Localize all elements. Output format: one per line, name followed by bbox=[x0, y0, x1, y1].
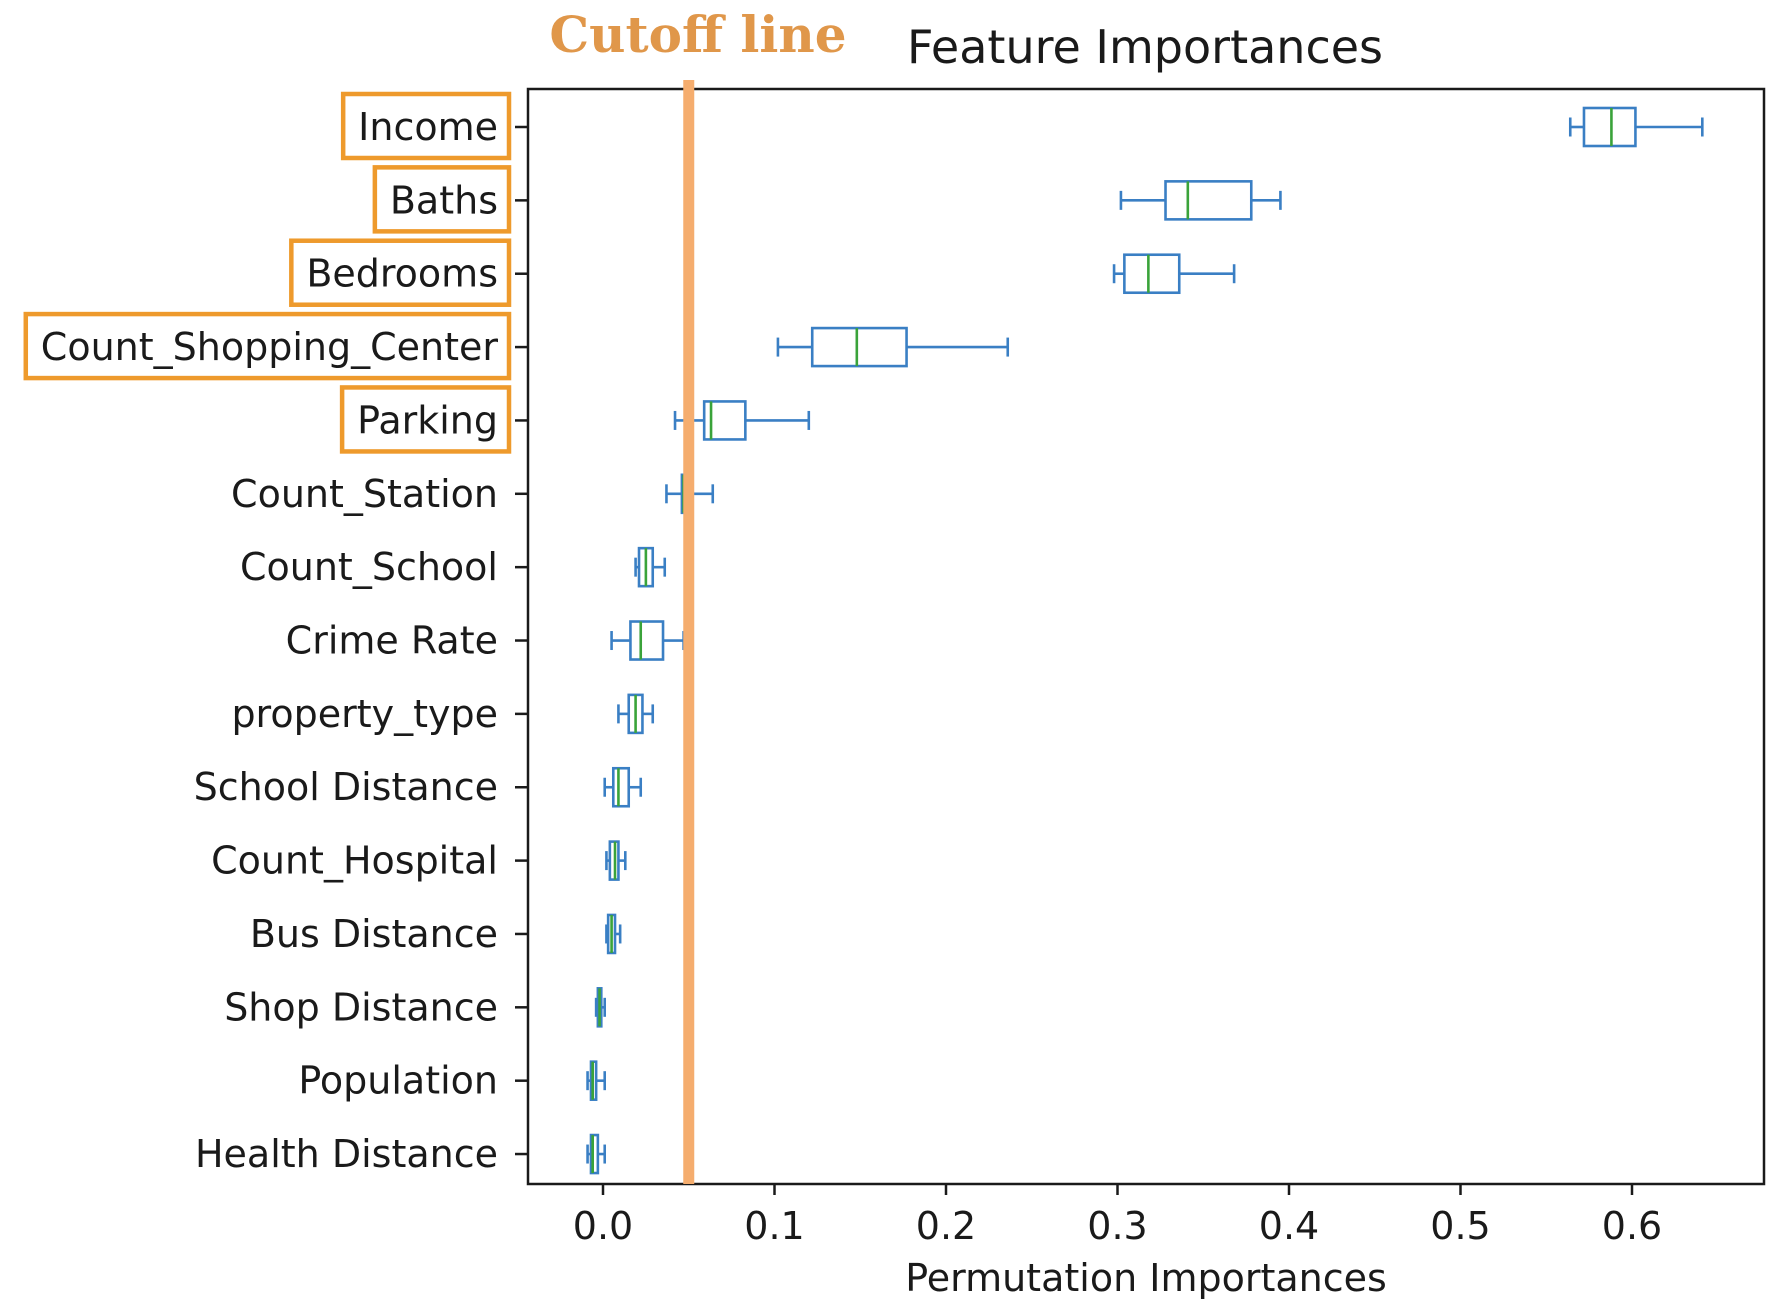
x-tick-label: 0.5 bbox=[1430, 1204, 1490, 1248]
y-tick-label: Crime Rate bbox=[286, 619, 498, 663]
y-tick-label: Bus Distance bbox=[250, 912, 498, 956]
boxplot bbox=[586, 1133, 607, 1175]
boxplot bbox=[1112, 253, 1236, 295]
interquartile-box bbox=[629, 620, 665, 661]
y-tick-label: Parking bbox=[357, 398, 498, 442]
x-axis: 0.0 0.1 0.2 0.3 0.4 0.5 0.6 bbox=[573, 1184, 1662, 1248]
interquartile-box bbox=[1123, 253, 1181, 295]
x-tick-label: 0.1 bbox=[744, 1204, 804, 1248]
y-tick-label: property_type bbox=[231, 692, 498, 736]
y-tick-label: Income bbox=[358, 105, 498, 149]
y-tick-label: Baths bbox=[390, 178, 498, 222]
feature-highlight-box bbox=[372, 165, 512, 234]
x-tick-label: 0.4 bbox=[1259, 1204, 1319, 1248]
highlighted-features bbox=[23, 91, 512, 454]
feature-highlight-box bbox=[23, 311, 512, 381]
interquartile-box bbox=[611, 766, 631, 808]
boxplot bbox=[634, 546, 667, 588]
y-tick-label: Count_Hospital bbox=[211, 839, 498, 883]
interquartile-box bbox=[1164, 180, 1253, 221]
boxplot bbox=[1119, 180, 1282, 221]
boxplot bbox=[610, 620, 685, 661]
cutoff-annotation-label: Cutoff line bbox=[549, 5, 846, 64]
boxplot bbox=[605, 840, 627, 881]
feature-highlight-box bbox=[339, 385, 512, 454]
x-tick-label: 0.2 bbox=[916, 1204, 976, 1248]
boxplot bbox=[1568, 106, 1704, 148]
feature-highlight-box bbox=[340, 91, 512, 161]
x-tick-label: 0.3 bbox=[1087, 1204, 1147, 1248]
boxplot bbox=[617, 693, 655, 735]
boxplot bbox=[776, 326, 1010, 368]
feature-highlight-box bbox=[289, 238, 512, 307]
y-tick-label: Health Distance bbox=[195, 1132, 498, 1176]
y-tick-label: Count_Station bbox=[231, 472, 498, 516]
y-axis: Income Baths Bedrooms Count_Shopping_Center… bbox=[41, 105, 528, 1176]
x-tick-label: 0.6 bbox=[1602, 1204, 1662, 1248]
x-tick-label: 0.0 bbox=[573, 1204, 633, 1248]
x-axis-label: Permutation Importances bbox=[905, 1256, 1387, 1300]
boxplot bbox=[605, 913, 622, 955]
boxplot bbox=[594, 987, 607, 1028]
y-tick-label: Population bbox=[298, 1059, 498, 1103]
boxplot bbox=[586, 1060, 607, 1101]
y-tick-label: Shop Distance bbox=[224, 985, 498, 1029]
interquartile-box bbox=[1582, 106, 1637, 148]
interquartile-box bbox=[589, 1133, 600, 1175]
boxplot bbox=[673, 400, 811, 441]
y-tick-label: Bedrooms bbox=[306, 252, 498, 296]
interquartile-box bbox=[702, 400, 747, 441]
boxplot bbox=[603, 766, 643, 808]
box-series bbox=[586, 106, 1704, 1175]
plot-area bbox=[526, 87, 1766, 1186]
y-tick-label: Count_School bbox=[240, 545, 498, 589]
chart-title: Feature Importances bbox=[907, 20, 1383, 74]
y-tick-label: School Distance bbox=[194, 765, 498, 809]
y-tick-label: Count_Shopping_Center bbox=[41, 325, 499, 369]
interquartile-box bbox=[810, 326, 908, 368]
